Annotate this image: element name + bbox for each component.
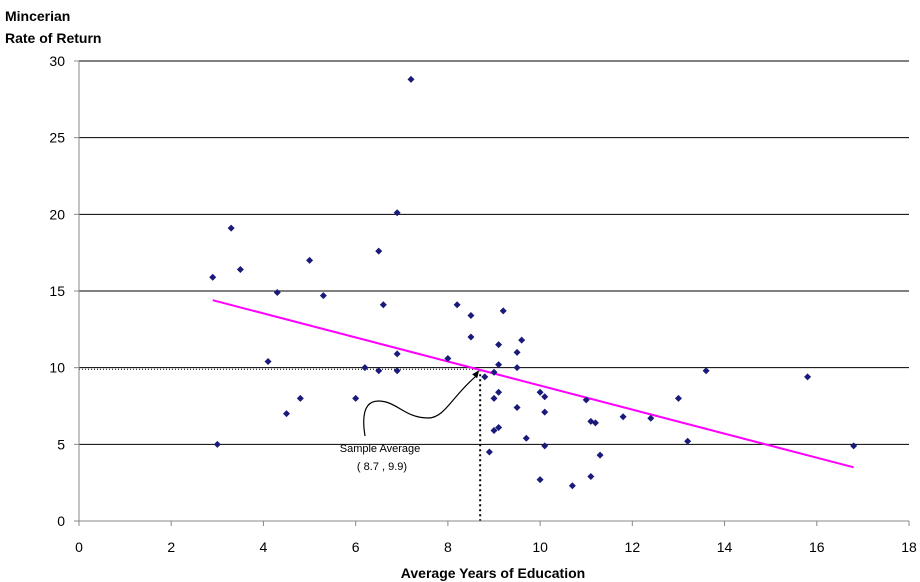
data-point-46 <box>587 473 595 481</box>
data-point-34 <box>513 364 521 372</box>
annotation-label-line-1: Sample Average <box>340 443 421 455</box>
annotation-layer <box>363 370 480 437</box>
data-point-26 <box>490 394 498 402</box>
data-point-40 <box>541 393 549 401</box>
data-point-7 <box>296 394 304 402</box>
data-point-53 <box>702 367 710 375</box>
x-axis-title: Average Years of Education <box>401 565 585 581</box>
data-point-33 <box>513 348 521 356</box>
gridlines <box>79 60 909 445</box>
data-point-22 <box>467 333 475 341</box>
data-point-39 <box>536 476 544 484</box>
data-point-23 <box>481 373 489 381</box>
y-tick-label-10: 10 <box>49 360 65 376</box>
data-point-35 <box>513 404 521 412</box>
y-tick-labels: 0 5 10 15 20 25 30 <box>49 53 65 529</box>
data-point-18 <box>407 75 415 83</box>
data-point-21 <box>467 312 475 320</box>
data-point-6 <box>283 410 290 418</box>
data-point-42 <box>541 442 549 450</box>
y-axis-title-line-2: Rate of Return <box>5 30 101 46</box>
annotation-arrowhead <box>472 370 480 379</box>
data-point-14 <box>379 301 387 309</box>
data-point-4 <box>264 358 272 366</box>
data-point-36 <box>518 336 526 344</box>
annotation-curve <box>363 374 478 437</box>
data-point-28 <box>495 423 503 431</box>
data-point-49 <box>619 413 627 421</box>
x-tick-label-10: 10 <box>532 539 548 555</box>
data-point-1 <box>213 440 221 448</box>
x-tick-label-6: 6 <box>352 539 360 555</box>
y-tick-label-15: 15 <box>49 283 65 299</box>
data-point-19 <box>444 354 452 362</box>
data-point-47 <box>591 419 599 427</box>
x-tick-label-14: 14 <box>717 539 733 555</box>
y-tick-label-0: 0 <box>57 513 65 529</box>
data-point-0 <box>209 273 217 281</box>
data-point-51 <box>674 394 682 402</box>
data-point-3 <box>236 266 244 274</box>
annotation-label-line-2: ( 8.7 , 9.9) <box>357 461 407 473</box>
x-tick-label-8: 8 <box>444 539 452 555</box>
data-point-31 <box>495 388 503 396</box>
data-point-43 <box>568 482 576 490</box>
y-tick-label-20: 20 <box>49 206 65 222</box>
data-point-13 <box>375 367 383 375</box>
x-tick-label-12: 12 <box>625 539 641 555</box>
x-tick-label-2: 2 <box>167 539 175 555</box>
axes-layer <box>74 60 910 526</box>
x-tick-label-0: 0 <box>75 539 83 555</box>
data-point-2 <box>227 224 235 232</box>
data-point-38 <box>536 388 544 396</box>
data-point-8 <box>306 256 314 264</box>
data-point-50 <box>647 414 655 422</box>
x-tick-labels: 0 2 4 6 8 10 12 14 16 18 <box>75 539 917 555</box>
reference-lines <box>79 368 482 521</box>
y-tick-label-30: 30 <box>49 53 65 69</box>
data-point-37 <box>522 434 530 442</box>
y-axis-title-line-1: Mincerian <box>5 8 70 24</box>
x-tick-label-16: 16 <box>809 539 825 555</box>
data-point-44 <box>582 396 590 404</box>
data-point-16 <box>393 350 401 358</box>
data-point-54 <box>804 373 812 381</box>
data-point-5 <box>273 289 281 297</box>
points-layer <box>209 75 858 490</box>
data-point-52 <box>684 437 692 445</box>
data-point-24 <box>485 448 493 456</box>
data-point-17 <box>393 367 401 375</box>
data-point-11 <box>361 364 369 372</box>
x-tick-label-4: 4 <box>260 539 268 555</box>
data-point-15 <box>393 209 401 217</box>
data-point-9 <box>319 292 327 300</box>
y-tick-label-5: 5 <box>57 436 65 452</box>
data-point-48 <box>596 451 604 459</box>
data-point-27 <box>490 427 498 435</box>
trendline <box>212 299 854 469</box>
data-point-30 <box>495 341 503 349</box>
data-point-25 <box>490 368 498 376</box>
data-point-20 <box>453 301 461 309</box>
data-point-29 <box>495 361 503 369</box>
y-tick-label-25: 25 <box>49 130 65 146</box>
x-tick-label-18: 18 <box>901 539 917 555</box>
trendline-layer <box>212 299 854 469</box>
data-point-41 <box>541 408 549 416</box>
data-point-12 <box>375 247 383 255</box>
data-point-32 <box>499 307 507 315</box>
data-point-10 <box>352 394 360 402</box>
data-point-55 <box>850 442 858 450</box>
